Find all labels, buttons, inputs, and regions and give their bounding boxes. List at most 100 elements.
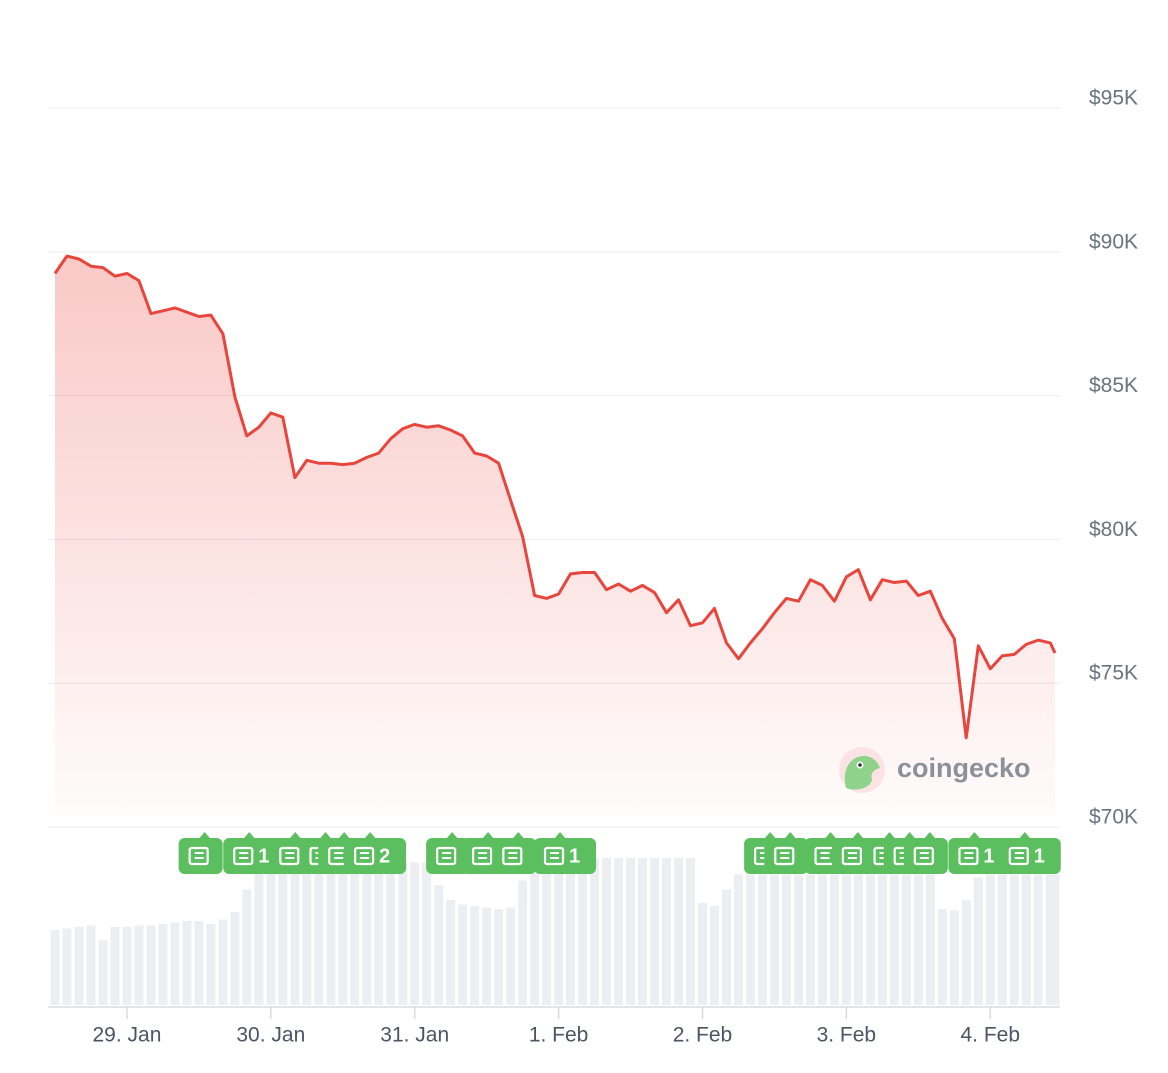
volume-bar <box>374 862 384 1005</box>
news-badge-pointer <box>482 832 495 839</box>
volume-bar <box>662 858 672 1005</box>
news-icon <box>233 846 254 866</box>
news-badge-pointer <box>319 832 332 839</box>
volume-bar <box>865 874 875 1005</box>
volume-bar <box>170 922 180 1005</box>
volume-bar <box>338 862 348 1005</box>
volume-bar <box>302 862 312 1005</box>
y-tick-label: $75K <box>1089 662 1138 685</box>
volume-bar <box>937 909 947 1005</box>
news-icon <box>774 846 795 866</box>
volume-bar <box>554 858 564 1005</box>
watermark: coingecko <box>839 747 1031 793</box>
volume-bar <box>314 862 324 1005</box>
x-tick-label: 2. Feb <box>673 1024 733 1047</box>
volume-bar <box>362 862 372 1005</box>
news-badge-body <box>534 838 597 874</box>
volume-bar <box>482 907 492 1005</box>
news-badge-label: 1 <box>1034 845 1045 867</box>
news-badge-body <box>903 838 948 874</box>
volume-bar <box>350 862 360 1005</box>
news-badge-pointer <box>824 832 837 839</box>
volume-bar <box>194 921 204 1005</box>
news-badge-body <box>492 838 537 874</box>
volume-bar <box>673 858 683 1005</box>
volume-bar <box>769 874 779 1005</box>
news-badge-body <box>764 838 809 874</box>
volume-bar <box>266 862 276 1005</box>
volume-bar <box>518 880 528 1005</box>
volume-bar <box>781 874 791 1005</box>
volume-bar <box>614 858 624 1005</box>
y-tick-label: $85K <box>1089 374 1138 397</box>
volume-bar <box>74 927 84 1005</box>
news-icon <box>354 846 375 866</box>
volume-bar <box>386 862 396 1005</box>
volume-bar <box>889 874 899 1005</box>
volume-bar <box>218 919 228 1005</box>
y-tick-label: $70K <box>1089 806 1138 829</box>
x-tick-label: 30. Jan <box>236 1024 305 1047</box>
volume-bar <box>566 858 576 1005</box>
volume-bar <box>1045 874 1055 1005</box>
volume-bar <box>446 900 456 1005</box>
news-badge-label: 1 <box>569 845 580 867</box>
volume-bar <box>158 924 168 1005</box>
volume-bar <box>98 940 108 1005</box>
volume-bar <box>542 858 552 1005</box>
volume-bar <box>961 900 971 1005</box>
news-icon <box>279 846 300 866</box>
news-badge-pointer <box>243 832 256 839</box>
news-badge-pointer <box>784 832 797 839</box>
news-icon <box>841 846 862 866</box>
x-tick-label: 1. Feb <box>529 1024 589 1047</box>
news-badge: 1 <box>948 832 1011 874</box>
volume-bar <box>50 930 60 1005</box>
news-badge-pointer <box>923 832 936 839</box>
news-badge-pointer <box>512 832 525 839</box>
volume-bar <box>278 862 288 1005</box>
news-badge-pointer <box>198 832 211 839</box>
news-badge-pointer <box>554 832 567 839</box>
volume-bar <box>602 858 612 1005</box>
x-tick-label: 31. Jan <box>380 1024 449 1047</box>
volume-bar <box>146 925 156 1005</box>
volume-bar <box>805 874 815 1005</box>
volume-bar <box>757 874 767 1005</box>
volume-bar <box>1009 874 1019 1005</box>
news-markers: 121111 <box>178 832 1061 874</box>
volume-bar <box>913 874 923 1005</box>
volume-bar <box>122 927 132 1005</box>
watermark-logo-pupil <box>858 763 862 767</box>
volume-bar <box>817 874 827 1005</box>
volume-bar <box>254 873 264 1005</box>
volume-bar <box>506 907 516 1005</box>
news-badge-pointer <box>903 832 916 839</box>
volume-bar <box>841 874 851 1005</box>
volume-bar <box>434 885 444 1005</box>
volume-bar <box>422 862 432 1005</box>
volume-bar <box>925 874 935 1005</box>
volume-bar <box>494 909 504 1005</box>
news-badge <box>903 832 948 874</box>
news-icon <box>502 846 523 866</box>
volume-bar <box>110 927 120 1005</box>
volume-bar <box>458 904 468 1005</box>
news-badge-label: 1 <box>258 845 269 867</box>
price-area <box>55 256 1055 816</box>
news-badge-pointer <box>968 832 981 839</box>
volume-bar <box>829 874 839 1005</box>
news-badge-body <box>998 838 1061 874</box>
news-badge-body <box>178 838 223 874</box>
news-badge: 2 <box>344 832 407 874</box>
volume-bar <box>1033 874 1043 1005</box>
volume-bar <box>230 912 240 1005</box>
volume-bar <box>709 906 719 1005</box>
volume-bar <box>626 858 636 1005</box>
volume-bar <box>398 862 408 1005</box>
news-badge-label: 1 <box>983 845 994 867</box>
x-tick-label: 3. Feb <box>817 1024 877 1047</box>
volume-bar <box>985 874 995 1005</box>
news-badge <box>764 832 809 874</box>
